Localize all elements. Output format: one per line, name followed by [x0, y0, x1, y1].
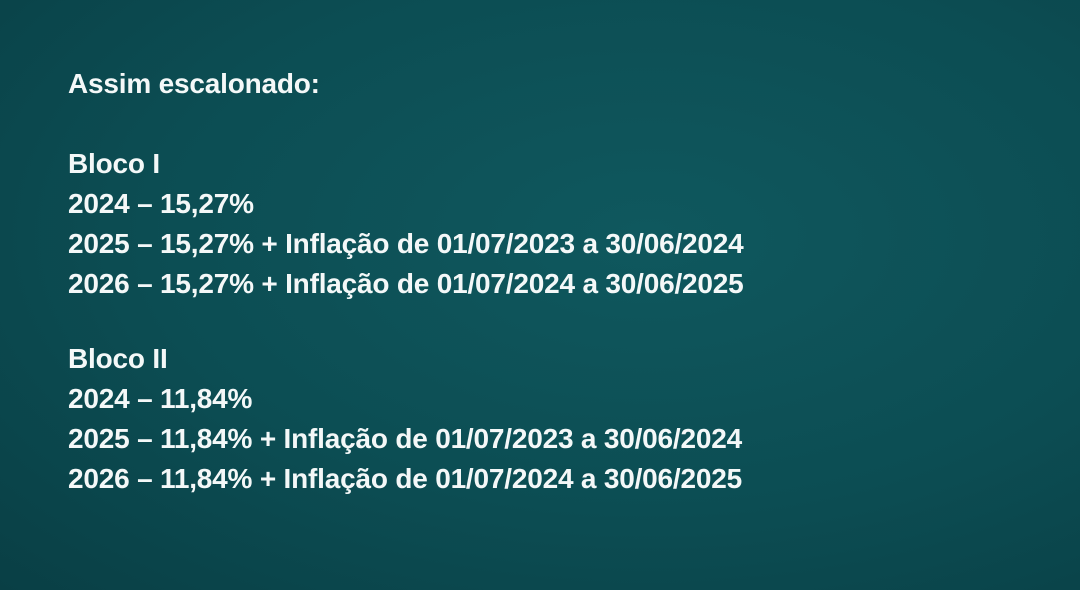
spacer: [68, 304, 744, 339]
block-2: Bloco II 2024 – 11,84% 2025 – 11,84% + I…: [68, 339, 744, 499]
spacer: [68, 104, 744, 144]
text-content: Assim escalonado: Bloco I 2024 – 15,27% …: [68, 64, 744, 499]
block-title: Bloco II: [68, 343, 168, 374]
rate-line: 2026 – 11,84% + Inflação de 01/07/2024 a…: [68, 463, 742, 494]
rate-line: 2025 – 11,84% + Inflação de 01/07/2023 a…: [68, 423, 742, 454]
block-1: Bloco I 2024 – 15,27% 2025 – 15,27% + In…: [68, 144, 744, 304]
rate-line: 2025 – 15,27% + Inflação de 01/07/2023 a…: [68, 228, 744, 259]
rate-line: 2024 – 15,27%: [68, 188, 254, 219]
heading: Assim escalonado:: [68, 68, 320, 99]
rate-line: 2026 – 15,27% + Inflação de 01/07/2024 a…: [68, 268, 744, 299]
block-title: Bloco I: [68, 148, 160, 179]
rate-line: 2024 – 11,84%: [68, 383, 253, 414]
